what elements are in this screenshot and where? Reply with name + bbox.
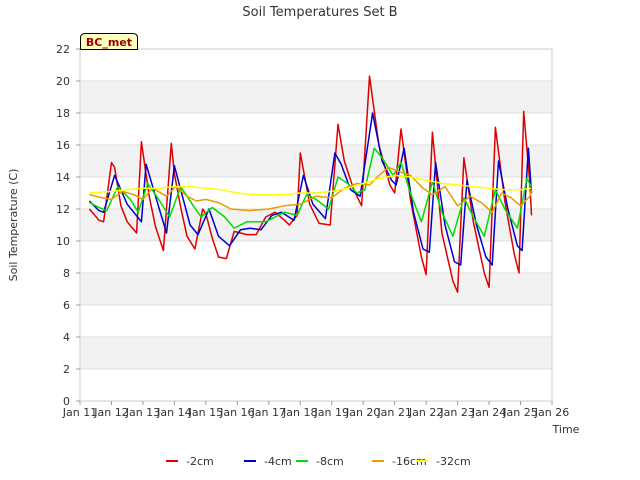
series-line-m16cm xyxy=(89,166,533,213)
legend: -2cm -4cm -8cm -16cm -32cm xyxy=(166,455,471,468)
series-line-m32cm xyxy=(89,174,532,196)
y-tick-label: 6 xyxy=(63,299,70,312)
x-tick-label: Jan 23 xyxy=(439,406,474,419)
x-axis-label: Time xyxy=(552,423,580,436)
y-axis-label: Soil Temperature (C) xyxy=(7,169,20,282)
x-tick-label: Jan 14 xyxy=(156,406,191,419)
x-tick-label: Jan 17 xyxy=(251,406,286,419)
grid-band xyxy=(80,209,552,241)
grid-bands xyxy=(80,81,552,369)
x-tick-label: Jan 15 xyxy=(188,406,223,419)
legend-label: -8cm xyxy=(316,455,344,468)
legend-label: -2cm xyxy=(186,455,214,468)
chart-title: Soil Temperatures Set B xyxy=(242,5,397,20)
series-line-m4cm xyxy=(88,112,533,266)
x-tick-label: Jan 26 xyxy=(534,406,569,419)
y-tick-label: 14 xyxy=(56,171,70,184)
x-tick-label: Jan 19 xyxy=(314,406,349,419)
x-tick-label: Jan 11 xyxy=(62,406,97,419)
x-tick-label: Jan 13 xyxy=(125,406,160,419)
y-tick-label: 0 xyxy=(63,395,70,408)
grid-band xyxy=(80,145,552,177)
y-tick-label: 8 xyxy=(63,267,70,280)
series-line-m8cm xyxy=(89,147,533,237)
legend-label: -32cm xyxy=(436,455,471,468)
grid-band xyxy=(80,337,552,369)
grid-band xyxy=(80,81,552,113)
y-tick-label: 18 xyxy=(56,107,70,120)
x-tick-label: Jan 24 xyxy=(471,406,506,419)
legend-label: -4cm xyxy=(264,455,292,468)
series-line-m2cm xyxy=(88,75,533,293)
y-tick-label: 20 xyxy=(56,75,70,88)
y-tick-label: 4 xyxy=(63,331,70,344)
annotation-badge: BC_met xyxy=(80,33,138,50)
x-tick-label: Jan 25 xyxy=(502,406,537,419)
x-tick-label: Jan 21 xyxy=(376,406,411,419)
x-tick-label: Jan 20 xyxy=(345,406,380,419)
annotation-label: BC_met xyxy=(86,36,132,49)
x-tick-label: Jan 16 xyxy=(219,406,254,419)
x-tick-label: Jan 12 xyxy=(93,406,128,419)
y-tick-label: 2 xyxy=(63,363,70,376)
data-series xyxy=(88,75,533,293)
grid-band xyxy=(80,273,552,305)
y-tick-label: 12 xyxy=(56,203,70,216)
y-tick-label: 16 xyxy=(56,139,70,152)
x-tick-label: Jan 18 xyxy=(282,406,317,419)
plot-area-frame xyxy=(79,48,553,402)
legend-label: -16cm xyxy=(392,455,427,468)
x-tick-label: Jan 22 xyxy=(408,406,443,419)
y-axis-ticks: 0 2 4 6 8 10 12 14 16 18 20 22 xyxy=(56,43,80,408)
y-tick-label: 22 xyxy=(56,43,70,56)
y-tick-label: 10 xyxy=(56,235,70,248)
